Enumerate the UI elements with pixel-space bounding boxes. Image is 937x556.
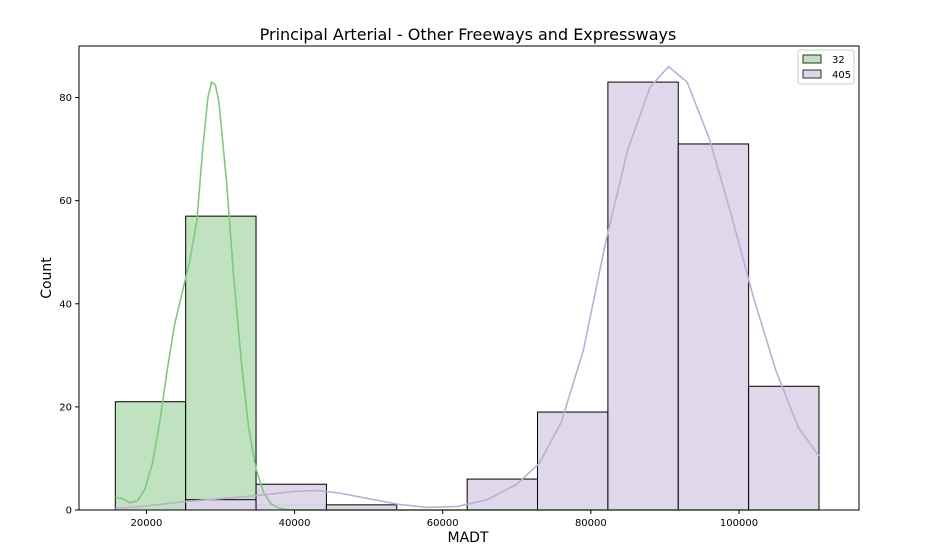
x-tick-label: 100000 bbox=[720, 518, 758, 529]
x-tick-label: 20000 bbox=[131, 518, 163, 529]
x-axis-label: MADT bbox=[448, 530, 489, 546]
kde-line-405 bbox=[115, 65, 820, 510]
legend: 32 405 bbox=[797, 49, 855, 85]
y-tick-label: 60 bbox=[59, 196, 72, 207]
x-tick-label: 40000 bbox=[279, 518, 311, 529]
legend-label-405: 405 bbox=[832, 70, 851, 81]
y-tick-label: 20 bbox=[59, 402, 72, 413]
kde-line-32 bbox=[115, 80, 819, 511]
x-tick-label: 80000 bbox=[575, 518, 607, 529]
bar-series-405-bin-8 bbox=[677, 143, 750, 511]
legend-swatch-405 bbox=[802, 69, 822, 79]
bar-series-405-bin-7 bbox=[607, 81, 679, 511]
y-axis-ticks: 0 20 40 60 80 bbox=[59, 93, 79, 517]
legend-swatch-32 bbox=[802, 54, 822, 64]
bars-layer bbox=[114, 81, 820, 511]
x-axis-ticks: 20000 40000 60000 80000 100000 bbox=[131, 510, 758, 529]
chart-title: Principal Arterial - Other Freeways and … bbox=[260, 25, 677, 44]
kde-layer bbox=[115, 65, 820, 511]
y-tick-label: 80 bbox=[59, 93, 72, 104]
y-tick-label: 40 bbox=[59, 299, 72, 310]
y-tick-label: 0 bbox=[66, 506, 72, 517]
y-axis-label: Count bbox=[39, 257, 55, 299]
legend-label-32: 32 bbox=[832, 55, 845, 66]
plot-frame bbox=[78, 45, 860, 511]
bar-series-32-bin-1 bbox=[185, 215, 257, 511]
bar-series-405-bin-6 bbox=[537, 411, 609, 511]
bar-series-405-bin-2 bbox=[255, 483, 327, 511]
bar-series-405-bin-5 bbox=[466, 478, 539, 511]
bar-series-405-bin-9 bbox=[748, 385, 820, 511]
bar-series-32-bin-0 bbox=[114, 401, 187, 511]
x-tick-label: 60000 bbox=[427, 518, 459, 529]
